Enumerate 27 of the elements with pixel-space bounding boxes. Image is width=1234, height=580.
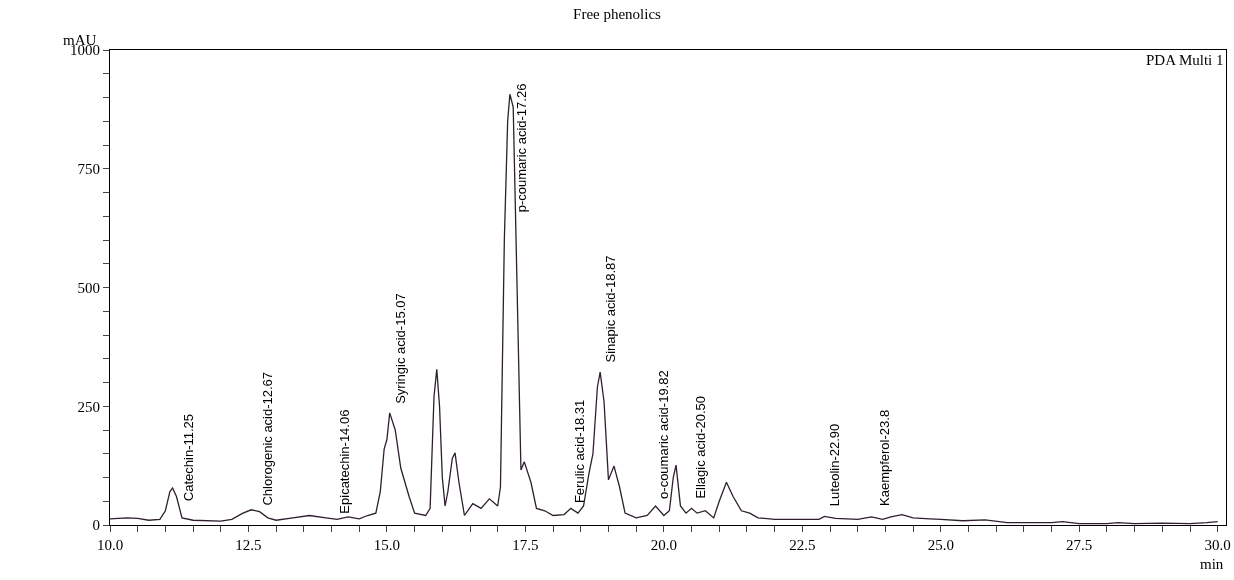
annotation: p-coumaric acid-17.26 — [513, 83, 529, 213]
x-tick-label: 25.0 — [927, 537, 954, 553]
annotation: Chlorogenic acid-12.67 — [260, 371, 276, 506]
annotation: Ellagic acid-20.50 — [693, 395, 709, 499]
annotation: Luteolin-22.90 — [826, 423, 842, 507]
x-tick-label: 12.5 — [235, 537, 262, 553]
x-tick-label: 10.0 — [96, 537, 124, 553]
x-tick-label: 22.5 — [789, 537, 816, 553]
chart-title: Free phenolics — [573, 6, 662, 23]
annotation: Ferulic acid-18.31 — [572, 399, 588, 504]
x-tick-label: 15.0 — [373, 537, 401, 553]
annotation: Syringic acid-15.07 — [392, 293, 408, 404]
x-tick-label: 20.0 — [650, 537, 677, 553]
x-tick-label: 27.5 — [1066, 537, 1093, 553]
annotation: PDA Multi 1 — [1146, 52, 1224, 68]
annotation: Catechin-11.25 — [181, 413, 197, 502]
annotation: Sinapic acid-18.87 — [603, 255, 619, 363]
y-tick-label: 250 — [77, 398, 100, 415]
y-tick-label: 500 — [77, 279, 100, 296]
y-tick-label: 750 — [77, 161, 100, 177]
x-tick-label: 30.0 — [1204, 537, 1231, 553]
annotation: Epicatechin-14.06 — [337, 409, 353, 514]
annotation: Kaempferol-23.8 — [876, 409, 892, 506]
x-tick-label: 17.5 — [512, 537, 539, 553]
annotation: o-coumaric acid-19.82 — [655, 370, 671, 499]
x-axis-title: min — [1200, 556, 1224, 572]
y-tick-label: 0 — [92, 517, 100, 534]
